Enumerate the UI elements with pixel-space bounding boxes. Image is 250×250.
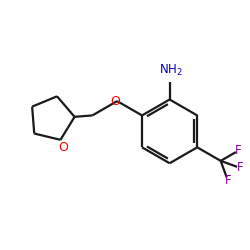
Text: F: F [224, 174, 231, 187]
Text: F: F [235, 144, 242, 157]
Text: NH$_2$: NH$_2$ [159, 63, 183, 78]
Text: O: O [58, 141, 68, 154]
Text: O: O [111, 94, 120, 108]
Text: F: F [237, 162, 244, 174]
